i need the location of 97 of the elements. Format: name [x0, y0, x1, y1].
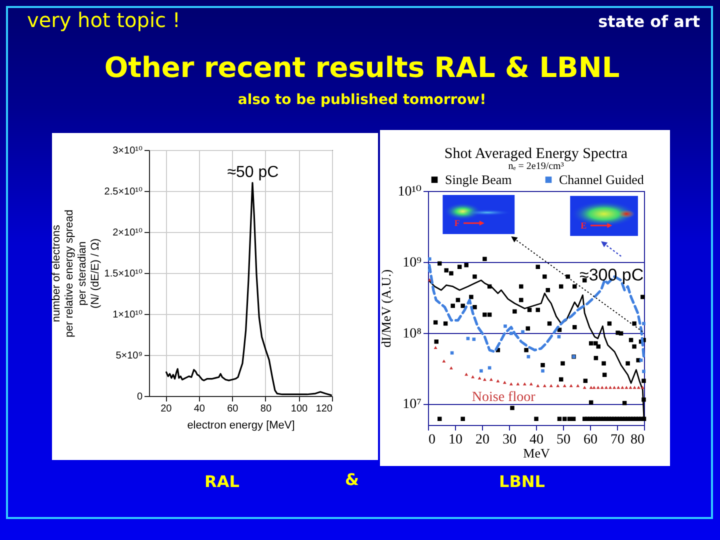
- point: [521, 330, 524, 334]
- point: [642, 370, 646, 374]
- chart-subtitle: nₑ = 2e19/cm³: [508, 161, 564, 172]
- annotation: E: [580, 220, 587, 231]
- point: [541, 369, 544, 373]
- point: [616, 386, 620, 389]
- y-tick-label: 10¹⁰: [398, 184, 422, 200]
- point: [482, 378, 486, 381]
- point: [542, 384, 546, 388]
- text: also to be published tomorrow!: [238, 92, 486, 108]
- point: [620, 386, 624, 389]
- x-tick-label: 10: [448, 432, 462, 448]
- point: [502, 380, 506, 384]
- point: [612, 386, 616, 389]
- text: state of art: [598, 12, 700, 32]
- y-tick-label: 1.5×10¹⁰: [104, 268, 142, 280]
- x-tick-label: 80: [630, 432, 644, 448]
- point: [536, 384, 540, 388]
- annotation: F: [454, 218, 460, 228]
- point: [576, 384, 580, 388]
- point: [472, 338, 476, 341]
- point: [636, 386, 640, 389]
- point: [556, 384, 560, 388]
- point: [504, 324, 507, 328]
- y-tick-label: 2×10¹⁰: [112, 228, 142, 238]
- point: [624, 386, 628, 389]
- text: very hot topic !: [27, 8, 180, 32]
- point: [642, 322, 646, 326]
- point: [569, 384, 573, 388]
- camera-image: F: [442, 194, 515, 234]
- y-tick-label: 3×10¹⁰: [112, 146, 142, 156]
- x-axis-title: MeV: [523, 446, 550, 460]
- legend-label: Channel Guided: [559, 172, 644, 187]
- x-tick-label: 40: [194, 404, 206, 414]
- point: [628, 386, 632, 389]
- text: Other recent results RAL & LBNL: [104, 51, 620, 84]
- x-tick-label: 100: [290, 404, 308, 414]
- text: LBNL: [499, 472, 545, 492]
- y-tick-label: 10⁹: [402, 255, 422, 270]
- y-tick-label: 0: [136, 392, 143, 402]
- point: [496, 379, 500, 382]
- point: [582, 386, 586, 389]
- point: [562, 384, 566, 388]
- x-tick-label: 20: [160, 404, 172, 414]
- point: [640, 386, 644, 389]
- x-tick-label: 60: [227, 404, 239, 414]
- point: [489, 378, 493, 381]
- point: [557, 335, 561, 338]
- text: &: [345, 470, 359, 490]
- point: [428, 257, 432, 261]
- point: [549, 384, 553, 388]
- point: [480, 369, 483, 373]
- x-tick-label: 40: [530, 432, 544, 448]
- point: [516, 382, 520, 386]
- y-tick-label: 2.5×10¹⁰: [104, 186, 142, 198]
- point: [509, 382, 513, 386]
- point: [639, 358, 643, 362]
- text: RAL: [204, 472, 240, 492]
- x-tick-label: 0: [428, 432, 436, 448]
- point: [450, 351, 454, 355]
- x-tick-label: 120: [316, 404, 333, 414]
- point: [522, 382, 526, 386]
- point: [529, 382, 533, 386]
- point: [442, 359, 446, 362]
- x-tick-label: 70: [610, 432, 624, 448]
- x-tick-label: 50: [556, 432, 570, 448]
- y-tick-label: 5×10⁹: [116, 350, 142, 362]
- legend-label: Single Beam: [445, 172, 512, 187]
- x-tick-label: 20: [476, 432, 490, 448]
- point: [478, 376, 482, 380]
- x-tick-label: 80: [260, 404, 272, 414]
- y-tick-label: 1×10¹⁰: [112, 310, 142, 320]
- camera-image: E: [570, 196, 638, 236]
- point: [608, 386, 612, 389]
- y-axis-title: number of electrons per relative energy spread per steradian (N/ (dE/E) / Ω): [50, 210, 102, 338]
- point: [600, 386, 604, 389]
- point: [510, 332, 513, 336]
- point: [589, 386, 593, 389]
- y-tick-label: 10⁸: [402, 326, 422, 342]
- point: [434, 346, 438, 349]
- annotation: Noise floor: [472, 390, 536, 406]
- x-tick-label: 60: [584, 432, 598, 448]
- annotation: ≈50 pC: [227, 164, 279, 181]
- point: [592, 386, 596, 389]
- x-axis-title: electron energy [MeV]: [187, 420, 295, 432]
- point: [596, 386, 600, 389]
- point: [488, 366, 492, 370]
- point: [449, 366, 453, 370]
- y-axis-title: dI/MeV (A.U.): [378, 269, 394, 348]
- annotation: ≈300 pC: [580, 265, 644, 284]
- y-tick-label: 10⁷: [402, 397, 422, 412]
- line-series: [166, 182, 332, 396]
- chart-title: Shot Averaged Energy Spectra: [444, 146, 628, 162]
- point: [526, 355, 530, 358]
- point: [632, 386, 636, 389]
- point: [604, 386, 608, 389]
- x-tick-label: 30: [502, 432, 516, 448]
